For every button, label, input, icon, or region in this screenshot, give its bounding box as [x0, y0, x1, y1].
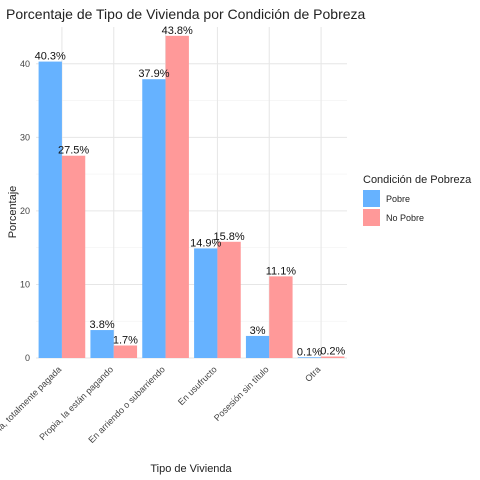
x-axis-title: Tipo de Vivienda	[150, 463, 232, 475]
data-label: 11.1%	[266, 265, 297, 277]
bar	[38, 61, 62, 359]
data-label: 43.8%	[162, 25, 193, 37]
y-tick-label: 0	[25, 353, 30, 363]
data-label: 0.2%	[320, 346, 345, 358]
data-label: 37.9%	[138, 68, 169, 80]
bar	[245, 335, 270, 358]
legend-label: Pobre	[386, 194, 410, 204]
legend-label: No Pobre	[386, 213, 424, 223]
y-axis-ticks: 0 10 20 30 40	[20, 59, 30, 363]
legend: Condición de Pobreza Pobre No Pobre	[363, 174, 472, 226]
data-label: 3.8%	[90, 319, 115, 331]
chart-title: Porcentaje de Tipo de Vivienda por Condi…	[6, 6, 366, 22]
bar	[194, 248, 218, 358]
y-tick-label: 10	[20, 279, 30, 289]
bar	[297, 357, 322, 358]
bar	[217, 241, 241, 358]
legend-swatch	[363, 209, 380, 226]
bar	[142, 79, 166, 359]
bars	[38, 35, 345, 359]
data-label: 40.3%	[35, 51, 66, 63]
bar	[61, 155, 86, 358]
x-tick-label: Propia, totalmente pagada	[0, 364, 63, 446]
bar	[321, 356, 345, 358]
x-tick-label: Posesión sin título	[212, 364, 271, 423]
data-labels: 40.3% 27.5% 3.8% 1.7% 37.9% 43.8% 14.9%15.8% 3%…	[35, 25, 346, 358]
legend-title: Condición de Pobreza	[363, 174, 472, 186]
data-label: 14.9%	[190, 237, 221, 249]
x-tick-label: En usufructo	[176, 364, 219, 407]
data-label: 27.5%	[58, 145, 89, 157]
data-label: 3%	[250, 325, 266, 337]
y-tick-label: 30	[20, 132, 30, 142]
y-tick-label: 20	[20, 206, 30, 216]
y-tick-label: 40	[20, 59, 30, 69]
data-label: 15.8%	[213, 231, 244, 243]
legend-swatch	[363, 190, 380, 207]
data-label: 1.7%	[113, 334, 138, 346]
y-axis-title: Porcentaje	[7, 186, 19, 239]
bar	[269, 276, 293, 358]
bar	[165, 35, 189, 359]
bar	[113, 345, 138, 358]
bar	[90, 330, 114, 358]
data-label: 0.1%	[297, 346, 322, 358]
x-tick-label: Otra	[303, 364, 322, 383]
